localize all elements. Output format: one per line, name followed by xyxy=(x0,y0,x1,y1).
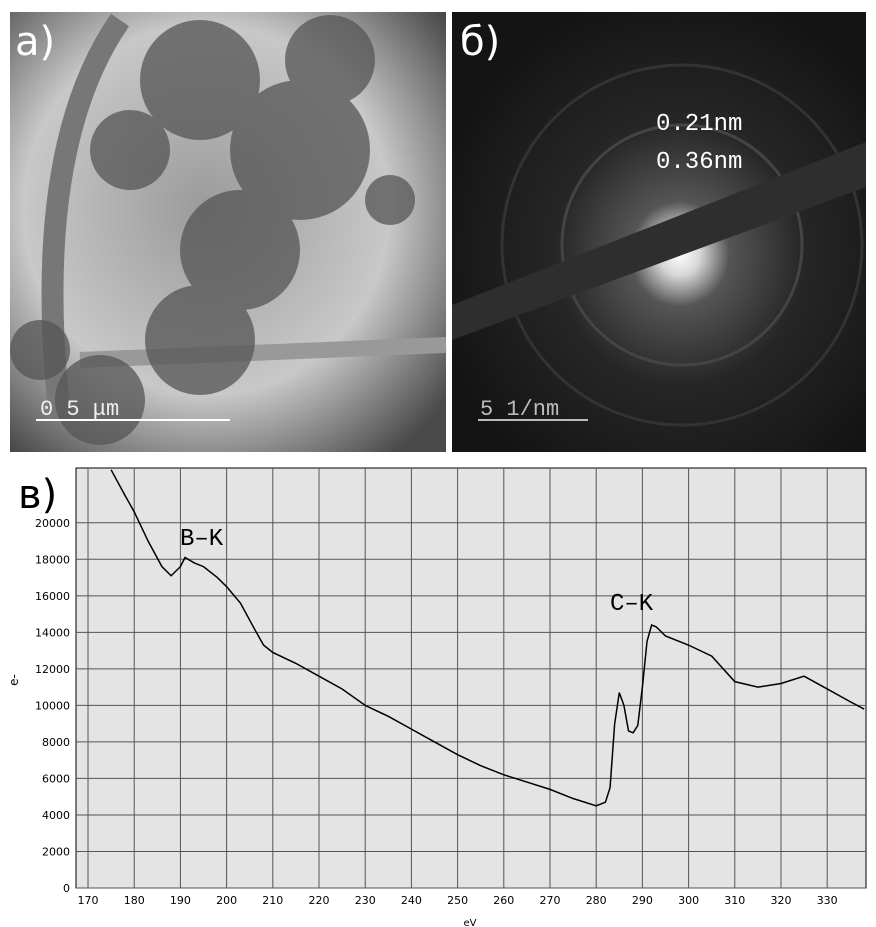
spectrum-chart: 170 180 190 200 210 220 230 240 250 260 270 280 290 3… xyxy=(7,468,866,927)
y-tick-label: 20000 xyxy=(35,517,70,530)
x-tick-label: 250 xyxy=(447,894,468,907)
y-tick-label: 6000 xyxy=(42,772,70,785)
x-tick-label: 200 xyxy=(216,894,237,907)
x-tick-label: 180 xyxy=(124,894,145,907)
x-tick-label: 190 xyxy=(170,894,191,907)
y-tick-label: 2000 xyxy=(42,845,70,858)
x-tick-label: 280 xyxy=(586,894,607,907)
y-tick-label: 10000 xyxy=(35,699,70,712)
annotation: 0.36nm xyxy=(656,149,742,176)
panel-a: а) 0 5 μm xyxy=(10,12,446,452)
annotation: 0.21nm xyxy=(656,111,742,138)
annotation: C–K xyxy=(610,591,654,618)
scale-label: 5 1/nm xyxy=(480,397,559,422)
x-axis-label: eV xyxy=(464,918,477,927)
panel-label: в) xyxy=(18,472,57,518)
y-tick-label: 14000 xyxy=(35,626,70,639)
scale-label: 0 5 μm xyxy=(40,397,119,422)
figure: а) 0 5 μm б) 0.21nm 0.36nm 5 1/nm 170 180… xyxy=(0,0,876,927)
x-tick-label: 290 xyxy=(632,894,653,907)
y-tick-label: 4000 xyxy=(42,809,70,822)
x-tick-label: 320 xyxy=(770,894,791,907)
x-tick-label: 330 xyxy=(817,894,838,907)
x-tick-label: 220 xyxy=(309,894,330,907)
x-tick-label: 170 xyxy=(78,894,99,907)
y-tick-label: 12000 xyxy=(35,663,70,676)
y-tick-label: 16000 xyxy=(35,590,70,603)
x-tick-label: 260 xyxy=(493,894,514,907)
panel-b: б) 0.21nm 0.36nm 5 1/nm xyxy=(452,12,866,452)
panel-label: а) xyxy=(15,19,55,65)
x-tick-label: 300 xyxy=(678,894,699,907)
y-tick-label: 0 xyxy=(63,882,70,895)
annotation: B–K xyxy=(180,526,224,553)
y-axis-label: e- xyxy=(7,674,21,686)
x-tick-label: 210 xyxy=(262,894,283,907)
y-tick-label: 8000 xyxy=(42,736,70,749)
panel-label: б) xyxy=(460,19,500,65)
x-tick-label: 240 xyxy=(401,894,422,907)
x-tick-label: 310 xyxy=(724,894,745,907)
x-tick-label: 230 xyxy=(355,894,376,907)
y-tick-label: 18000 xyxy=(35,553,70,566)
x-tick-label: 270 xyxy=(540,894,561,907)
